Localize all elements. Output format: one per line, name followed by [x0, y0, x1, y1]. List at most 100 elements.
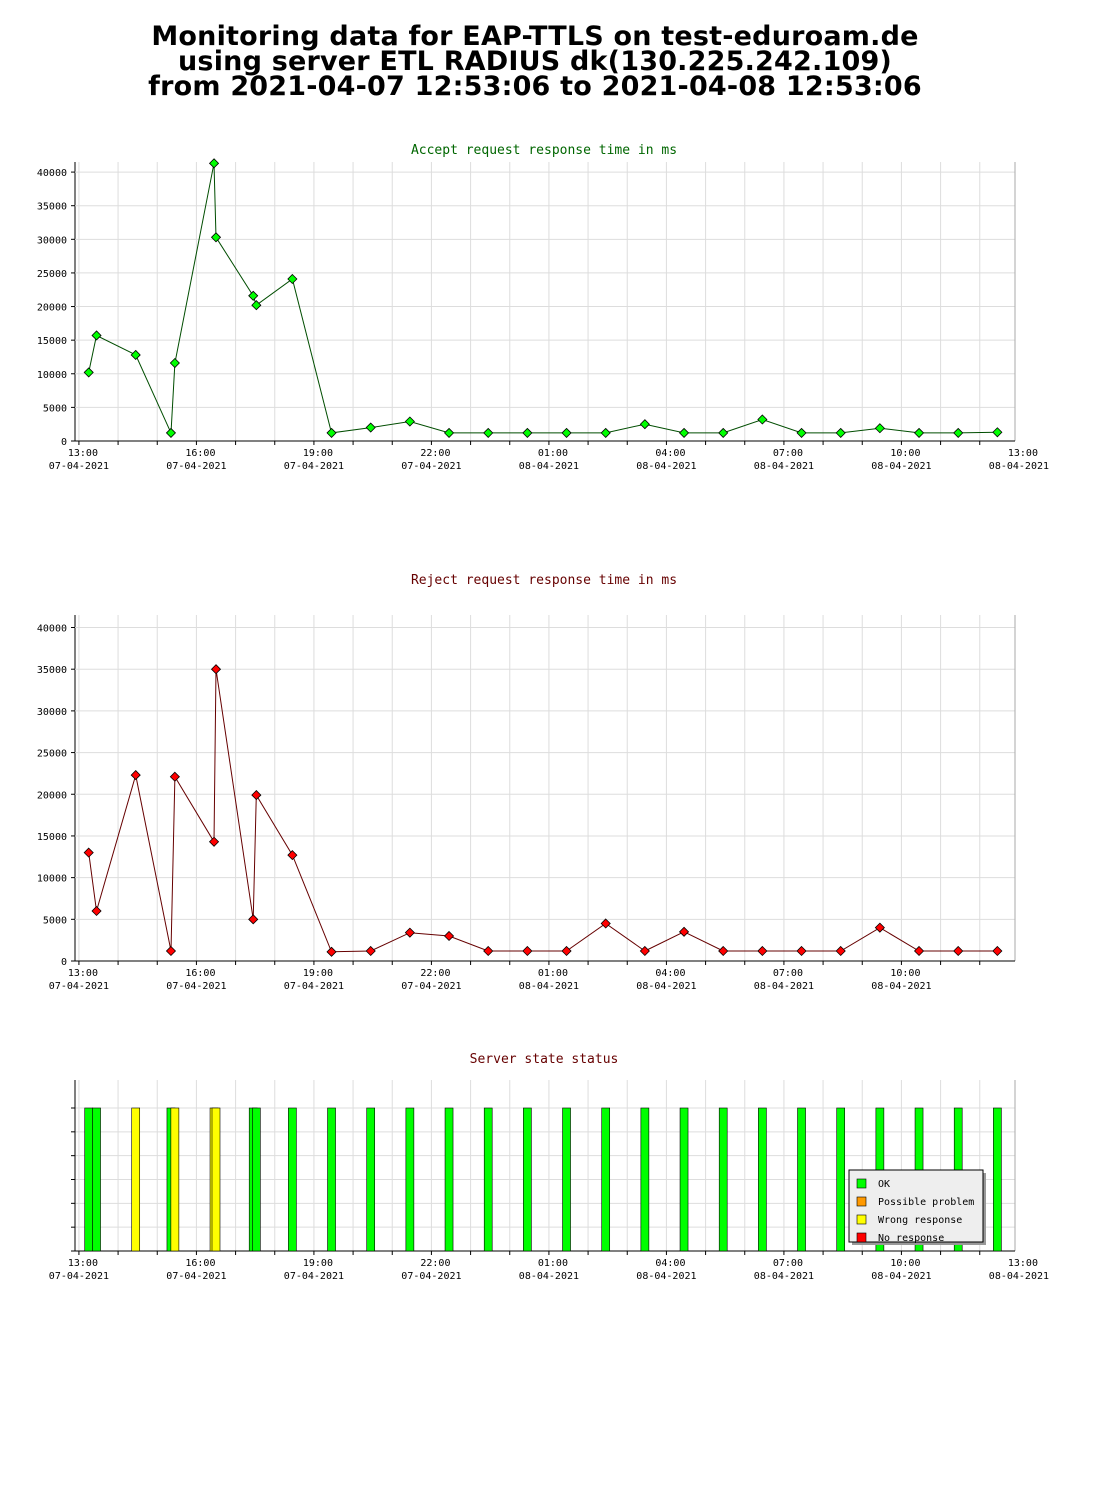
status-bar — [211, 1107, 221, 1252]
status-bar — [679, 1107, 689, 1252]
data-point — [913, 427, 925, 438]
x-tick-label-date: 07-04-2021 — [49, 461, 109, 472]
data-point — [210, 232, 222, 243]
x-tick-label-date: 07-04-2021 — [166, 461, 226, 472]
x-tick-label-date: 08-04-2021 — [871, 1271, 931, 1282]
server-status-chart: Server state status 13:00 07-04-2021 16:00 0… — [49, 1052, 1049, 1282]
data-point — [130, 770, 141, 781]
grid-lines-horizontal — [75, 171, 1015, 442]
x-tick-label-time: 01:00 — [538, 968, 568, 979]
data-point — [757, 414, 768, 425]
status-bar — [483, 1107, 493, 1252]
x-tick-label-time: 10:00 — [890, 1258, 920, 1269]
data-point — [522, 427, 533, 438]
y-tick-label: 20000 — [37, 790, 67, 801]
data-point — [874, 922, 885, 933]
data-point — [169, 357, 180, 369]
y-tick-label: 10000 — [37, 874, 67, 885]
x-tick-label-time: 01:00 — [538, 1258, 568, 1269]
data-point — [326, 946, 337, 957]
chart-title: Reject request response time in ms — [411, 573, 677, 588]
data-point — [208, 158, 220, 169]
x-tick-label-time: 16:00 — [185, 1258, 215, 1269]
data-point — [165, 427, 177, 438]
y-tick-label: 40000 — [37, 168, 67, 179]
x-tick-label-time: 19:00 — [303, 1258, 333, 1269]
x-tick-label-time: 07:00 — [773, 448, 803, 459]
y-tick-label: 35000 — [37, 202, 67, 213]
data-point — [83, 847, 94, 858]
x-tick-label-date: 08-04-2021 — [989, 1271, 1049, 1282]
data-point — [718, 427, 729, 438]
x-tick-label-date: 08-04-2021 — [754, 461, 814, 472]
data-point — [365, 945, 376, 957]
data-point — [130, 349, 141, 361]
status-bar — [562, 1107, 571, 1252]
x-tick-label-time: 13:00 — [1008, 1258, 1038, 1269]
x-tick-label-time: 22:00 — [420, 448, 450, 459]
x-tick-label-time: 16:00 — [185, 448, 215, 459]
x-tick-label-time: 13:00 — [68, 1258, 98, 1269]
y-tick-label: 5000 — [43, 403, 67, 414]
legend-swatch-ok — [856, 1178, 867, 1189]
data-point — [365, 422, 376, 433]
x-tick-label-date: 07-04-2021 — [401, 461, 461, 472]
status-bar — [170, 1107, 180, 1252]
data-point — [169, 771, 180, 782]
x-tick-label-time: 01:00 — [538, 448, 568, 459]
data-point — [796, 945, 807, 957]
status-bar — [288, 1107, 297, 1252]
status-bar — [131, 1107, 141, 1252]
data-point — [561, 427, 572, 438]
x-tick-label-time: 10:00 — [890, 968, 920, 979]
x-tick-label-time: 16:00 — [185, 968, 215, 979]
data-point — [913, 945, 925, 957]
x-tick-label-date: 08-04-2021 — [636, 981, 696, 992]
x-tick-label-date: 07-04-2021 — [49, 1271, 109, 1282]
data-point — [248, 290, 259, 301]
data-point — [953, 945, 964, 957]
accept-response-chart: Accept request response time in ms 0 5000 1… — [37, 143, 1049, 472]
title-line-2: using server ETL RADIUS dk(130.225.242.1… — [178, 46, 892, 77]
y-axis: 0 5000 10000 15000 20000 25000 30000 35000 40000 — [37, 162, 76, 448]
y-tick-label: 40000 — [37, 624, 67, 635]
data-point — [678, 427, 690, 438]
status-bar — [758, 1107, 767, 1252]
data-point — [874, 423, 885, 434]
x-tick-label-date: 08-04-2021 — [636, 461, 696, 472]
y-axis: 0 5000 10000 15000 20000 25000 30000 35000 40000 — [37, 615, 76, 968]
status-bar — [405, 1107, 415, 1252]
y-axis — [71, 1080, 76, 1252]
data-point — [326, 427, 337, 438]
x-tick-label-time: 04:00 — [655, 1258, 685, 1269]
y-tick-label: 35000 — [37, 665, 67, 676]
status-bar — [523, 1107, 532, 1252]
y-tick-label: 25000 — [37, 749, 67, 760]
x-tick-label-time: 13:00 — [68, 968, 98, 979]
status-bar — [797, 1107, 806, 1252]
x-tick-label-time: 04:00 — [655, 968, 685, 979]
x-axis: 13:00 07-04-2021 16:00 07-04-2021 19:00 07-04… — [49, 1250, 1049, 1282]
x-tick-label-time: 13:00 — [1008, 448, 1038, 459]
x-axis: 13:00 07-04-2021 16:00 07-04-2021 19:00 07-04… — [49, 960, 1015, 992]
x-tick-label-date: 08-04-2021 — [871, 461, 931, 472]
data-point — [639, 419, 650, 430]
series-markers — [83, 158, 1003, 438]
legend-swatch-wrong-response — [856, 1214, 867, 1225]
status-bar — [92, 1107, 101, 1252]
legend-swatch-possible-problem — [856, 1196, 867, 1207]
legend-label: Possible problem — [878, 1197, 974, 1208]
legend-box — [848, 1169, 984, 1243]
y-tick-label: 15000 — [37, 336, 67, 347]
x-tick-label-time: 22:00 — [420, 968, 450, 979]
x-tick-label-date: 07-04-2021 — [49, 981, 109, 992]
data-point — [91, 905, 102, 917]
x-tick-label-date: 07-04-2021 — [284, 1271, 344, 1282]
data-point — [483, 427, 494, 438]
data-point — [443, 930, 455, 942]
series-markers — [83, 664, 1003, 957]
data-point — [835, 945, 846, 957]
status-bar — [252, 1107, 261, 1252]
data-point — [91, 330, 102, 341]
legend-label: No response — [878, 1233, 944, 1244]
